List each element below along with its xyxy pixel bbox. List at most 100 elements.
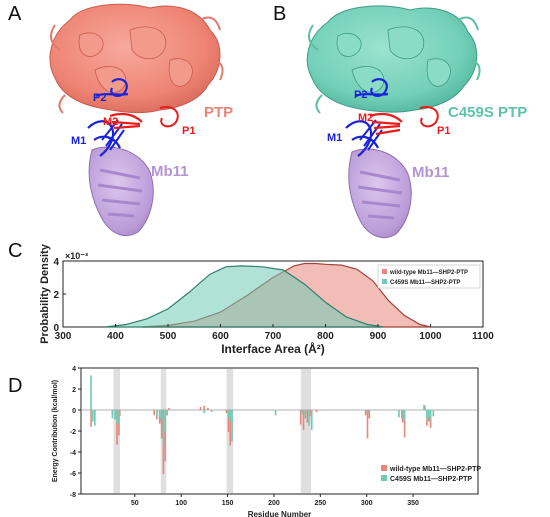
x-tick-label: 150 <box>222 500 234 507</box>
energy-bar-c459s <box>162 410 165 445</box>
energy-bar-c459s <box>94 410 96 426</box>
energy-bar-c459s <box>229 410 231 422</box>
x-tick-label: 700 <box>265 331 282 342</box>
energy-bar-c459s <box>426 410 428 420</box>
x-tick-label: 600 <box>212 331 229 342</box>
x-tick-label: 1000 <box>419 331 442 342</box>
energy-bar-c459s <box>158 410 161 419</box>
label-p1: P1 <box>182 125 195 137</box>
panel-label-a: A <box>8 3 22 25</box>
energy-bar-c459s <box>423 404 425 411</box>
interface-area-density-chart: 300 400 500 600 700 800 900 1000 1100 0 2 4 ×10⁻³ Int… <box>39 243 494 356</box>
energy-bar-wildtype <box>229 410 231 446</box>
legend-swatch <box>382 279 387 284</box>
energy-bar-c459s <box>366 410 369 415</box>
energy-bar-c459s <box>398 410 400 418</box>
energy-bar-wildtype <box>368 410 371 419</box>
energy-bar-c459s <box>274 410 277 416</box>
y-tick-label: -8 <box>70 492 76 499</box>
interface-region-shade <box>300 369 312 493</box>
energy-bar-wildtype <box>366 410 369 439</box>
legend: wild-type Mb11—SHP2-PTP C459S Mb11—SHP2-P… <box>381 465 481 483</box>
panel-label-b: B <box>273 3 286 25</box>
energy-bar-c459s <box>231 410 233 442</box>
label-m1: M1 <box>71 135 86 147</box>
energy-bar-c459s <box>116 410 118 423</box>
panel-label-d: D <box>8 375 22 397</box>
energy-bar-wildtype <box>302 410 305 430</box>
y-tick-label: 2 <box>72 387 76 394</box>
energy-bar-wildtype <box>227 410 230 433</box>
energy-bar-wildtype <box>225 410 228 414</box>
legend: wild-type Mb11—SHP2-PTP C459S Mb11—SHP2-P… <box>377 264 481 289</box>
label-m2: M2 <box>358 112 373 124</box>
x-tick-label: 300 <box>361 500 373 507</box>
energy-bar-c459s <box>304 410 307 419</box>
energy-bar-c459s <box>164 410 167 433</box>
x-tick-label: 250 <box>314 500 326 507</box>
energy-bar-wildtype <box>199 406 202 410</box>
x-tick-label: 800 <box>317 331 334 342</box>
y-tick-label: 4 <box>72 366 76 373</box>
energy-contribution-chart: 50 100 150 200 250 300 350 -8 -6 -4 -2 0 2 4 Residue N… <box>52 366 481 517</box>
label-m1: M1 <box>327 132 342 144</box>
energy-bar-c459s <box>111 410 114 419</box>
panel-a: A P2 M2 P1 M1 PTP Mb11 <box>8 3 233 237</box>
binding-loops <box>345 78 439 157</box>
energy-bar-c459s <box>118 410 120 425</box>
energy-bar-c459s <box>401 410 403 419</box>
x-tick-label: 350 <box>407 500 419 507</box>
energy-bar-c459s <box>311 410 313 430</box>
energy-bar-c459s <box>210 410 213 413</box>
y-axis-label: Energy Contribution (kcal/mol) <box>52 380 59 482</box>
y-tick-label: 0 <box>72 408 76 415</box>
label-p2: P2 <box>354 89 367 101</box>
y-tick-label: -4 <box>70 450 76 457</box>
mb11-structure <box>88 146 154 237</box>
energy-bar-wildtype <box>153 410 155 416</box>
label-ptp: C459S PTP <box>448 104 527 121</box>
label-p2: P2 <box>93 92 106 104</box>
x-tick-label: 1100 <box>472 331 494 342</box>
x-tick-label: 300 <box>55 331 72 342</box>
mb11-structure <box>348 148 412 239</box>
energy-bar-wildtype <box>203 405 205 410</box>
energy-bar-wildtype <box>207 407 209 410</box>
legend-swatch <box>382 269 387 274</box>
binding-loops <box>87 78 179 157</box>
density-area-c459s <box>104 265 384 328</box>
legend-entry: C459S Mb11—SHP2-PTP <box>390 476 472 483</box>
legend-swatch <box>381 465 387 471</box>
x-tick-label: 200 <box>268 500 280 507</box>
legend-swatch <box>381 475 387 481</box>
energy-bar-wildtype <box>164 410 167 462</box>
label-m2: M2 <box>103 116 118 128</box>
energy-bar-c459s <box>403 410 406 421</box>
energy-bar-c459s <box>308 410 310 426</box>
energy-bar-c459s <box>301 410 304 415</box>
energy-bar-wildtype <box>364 410 367 416</box>
x-tick-label: 400 <box>107 331 124 342</box>
x-tick-label: 100 <box>175 500 187 507</box>
y-tick-label: 0 <box>53 323 59 334</box>
energy-bar-c459s <box>156 410 158 417</box>
x-tick-label: 50 <box>131 500 139 507</box>
legend-box <box>377 264 481 289</box>
energy-bar-c459s <box>432 410 435 417</box>
ptp-structure <box>49 3 224 114</box>
y-tick-label: 4 <box>53 257 59 268</box>
plot-frame <box>80 367 479 495</box>
energy-bar-c459s <box>227 410 230 418</box>
energy-bar-wildtype <box>401 410 404 423</box>
y-axis-label: Probability Density <box>39 243 51 344</box>
energy-bar-wildtype <box>119 410 121 417</box>
legend-entry: wild-type Mb11—SHP2-PTP <box>389 466 481 473</box>
energy-bar-wildtype <box>403 410 406 438</box>
energy-bar-c459s <box>203 410 205 414</box>
y-tick-label: 2 <box>53 290 59 301</box>
energy-bar-wildtype <box>309 410 311 417</box>
label-mb11: Mb11 <box>412 164 450 181</box>
ptp-structure <box>306 5 481 114</box>
y-tick-label: -2 <box>70 429 76 436</box>
